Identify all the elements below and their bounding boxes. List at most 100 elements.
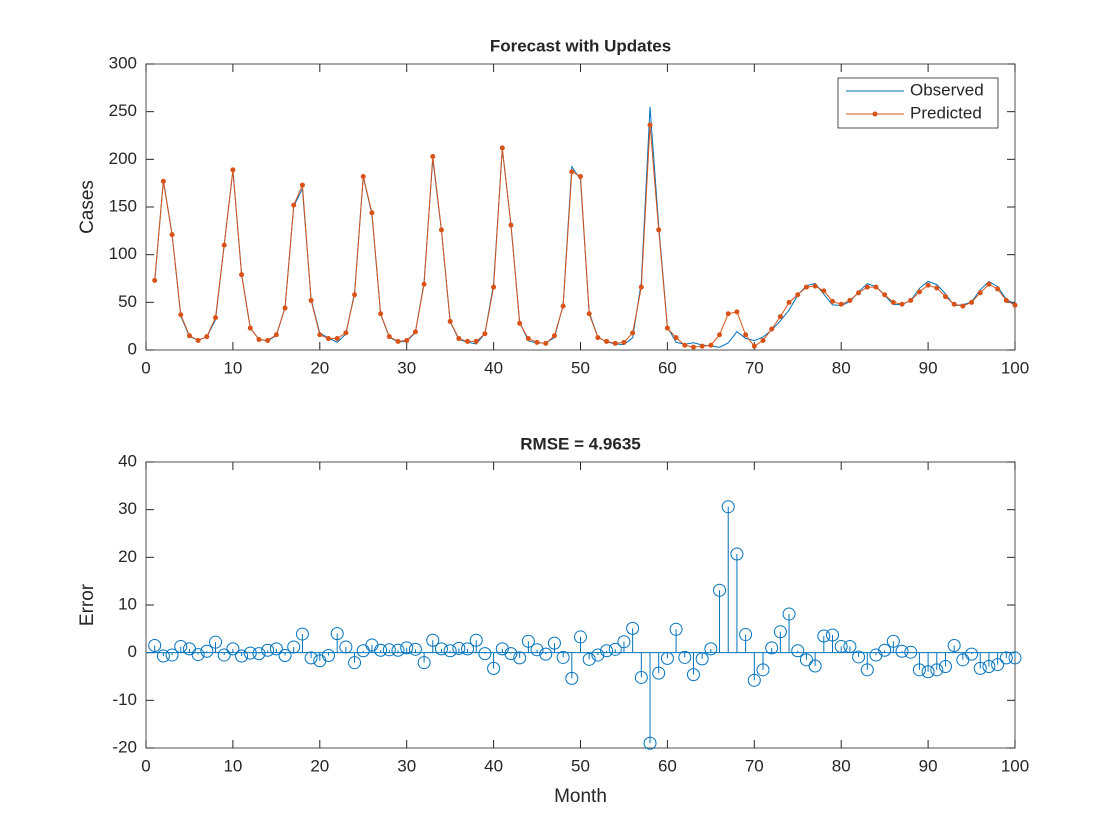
point-marker <box>473 338 479 344</box>
stem-marker <box>200 644 214 658</box>
stem-marker <box>582 652 596 666</box>
point-marker <box>395 338 401 344</box>
stem-marker <box>269 642 283 656</box>
stem-marker <box>713 583 727 597</box>
point-marker <box>169 232 175 238</box>
stem-marker <box>834 639 848 653</box>
legend: Observed Predicted <box>837 77 999 129</box>
x-tick-label: 90 <box>919 358 938 377</box>
stem-marker <box>452 641 466 655</box>
stem-marker <box>400 641 414 655</box>
point-marker <box>534 339 540 345</box>
point-marker <box>308 297 314 303</box>
stem-marker <box>626 621 640 635</box>
point-marker <box>664 325 670 331</box>
stem-marker <box>904 645 918 659</box>
stem-marker <box>686 668 700 682</box>
stem-marker <box>973 661 987 675</box>
stem-marker <box>408 642 422 656</box>
x-tick-label: 70 <box>745 756 764 775</box>
point-marker <box>491 284 497 290</box>
x-tick-label: 20 <box>310 358 329 377</box>
stem-marker <box>730 547 744 561</box>
point-marker <box>213 315 219 321</box>
point-marker <box>412 329 418 335</box>
stem-marker <box>600 644 614 658</box>
point-marker <box>777 314 783 320</box>
stem-marker <box>965 647 979 661</box>
point-marker <box>508 222 514 228</box>
x-axis-label: Month <box>554 786 607 807</box>
stem-marker <box>912 663 926 677</box>
point-marker <box>325 336 331 342</box>
y-tick-label: 0 <box>128 642 137 661</box>
point-marker <box>595 335 601 341</box>
stem-marker <box>304 651 318 665</box>
stem-marker <box>374 643 388 657</box>
point-marker <box>456 336 462 342</box>
point-marker <box>699 343 705 349</box>
point-marker <box>1012 302 1018 308</box>
stem-marker <box>930 663 944 677</box>
point-marker <box>247 325 253 331</box>
x-tick-label: 100 <box>1001 756 1029 775</box>
point-marker <box>569 169 575 175</box>
point-marker <box>334 336 340 342</box>
stem-marker <box>721 500 735 514</box>
point-marker <box>873 284 879 290</box>
stem-marker <box>695 652 709 666</box>
x-tick-label: 60 <box>658 358 677 377</box>
chart-title: Forecast with Updates <box>490 36 671 55</box>
point-marker <box>951 301 957 307</box>
point-marker <box>830 298 836 304</box>
stem-marker <box>782 607 796 621</box>
point-marker <box>317 332 323 338</box>
point-marker <box>282 305 288 311</box>
point-marker <box>908 297 914 303</box>
point-marker <box>604 338 610 344</box>
x-tick-label: 100 <box>1001 358 1029 377</box>
stem-marker <box>652 666 666 680</box>
stem-marker <box>469 633 483 647</box>
y-tick-label: 50 <box>118 292 137 311</box>
stem-marker <box>521 634 535 648</box>
point-marker <box>856 290 862 296</box>
point-marker <box>152 277 158 283</box>
stem-marker <box>765 641 779 655</box>
point-marker <box>630 330 636 336</box>
x-tick-label: 90 <box>919 756 938 775</box>
point-marker <box>734 309 740 315</box>
point-marker <box>465 338 471 344</box>
stem-marker <box>348 656 362 670</box>
point-marker <box>586 311 592 317</box>
point-marker <box>986 281 992 287</box>
point-marker <box>995 286 1001 292</box>
point-marker <box>812 283 818 289</box>
point-marker <box>221 242 227 248</box>
point-marker <box>578 173 583 179</box>
stem-marker <box>487 661 501 675</box>
point-marker <box>786 299 792 305</box>
y-tick-label: 30 <box>118 499 137 518</box>
stem-marker <box>921 665 935 679</box>
stem-marker <box>704 642 718 656</box>
x-tick-label: 80 <box>832 756 851 775</box>
x-tick-label: 0 <box>141 358 150 377</box>
stem-marker <box>843 639 857 653</box>
stem-marker <box>739 628 753 642</box>
stem-marker <box>860 663 874 677</box>
stem-marker <box>191 648 205 662</box>
point-marker <box>299 182 305 188</box>
point-marker <box>942 294 948 300</box>
stem-marker <box>278 649 292 663</box>
point-marker <box>847 297 853 303</box>
stem-marker <box>991 658 1005 672</box>
y-tick-label: 10 <box>118 594 137 613</box>
stem-marker <box>434 642 448 656</box>
point-marker <box>256 337 262 343</box>
x-tick-label: 0 <box>141 756 150 775</box>
x-tick-label: 30 <box>397 756 416 775</box>
stem-marker <box>530 643 544 657</box>
point-marker <box>438 227 444 233</box>
stem-marker <box>634 670 648 684</box>
